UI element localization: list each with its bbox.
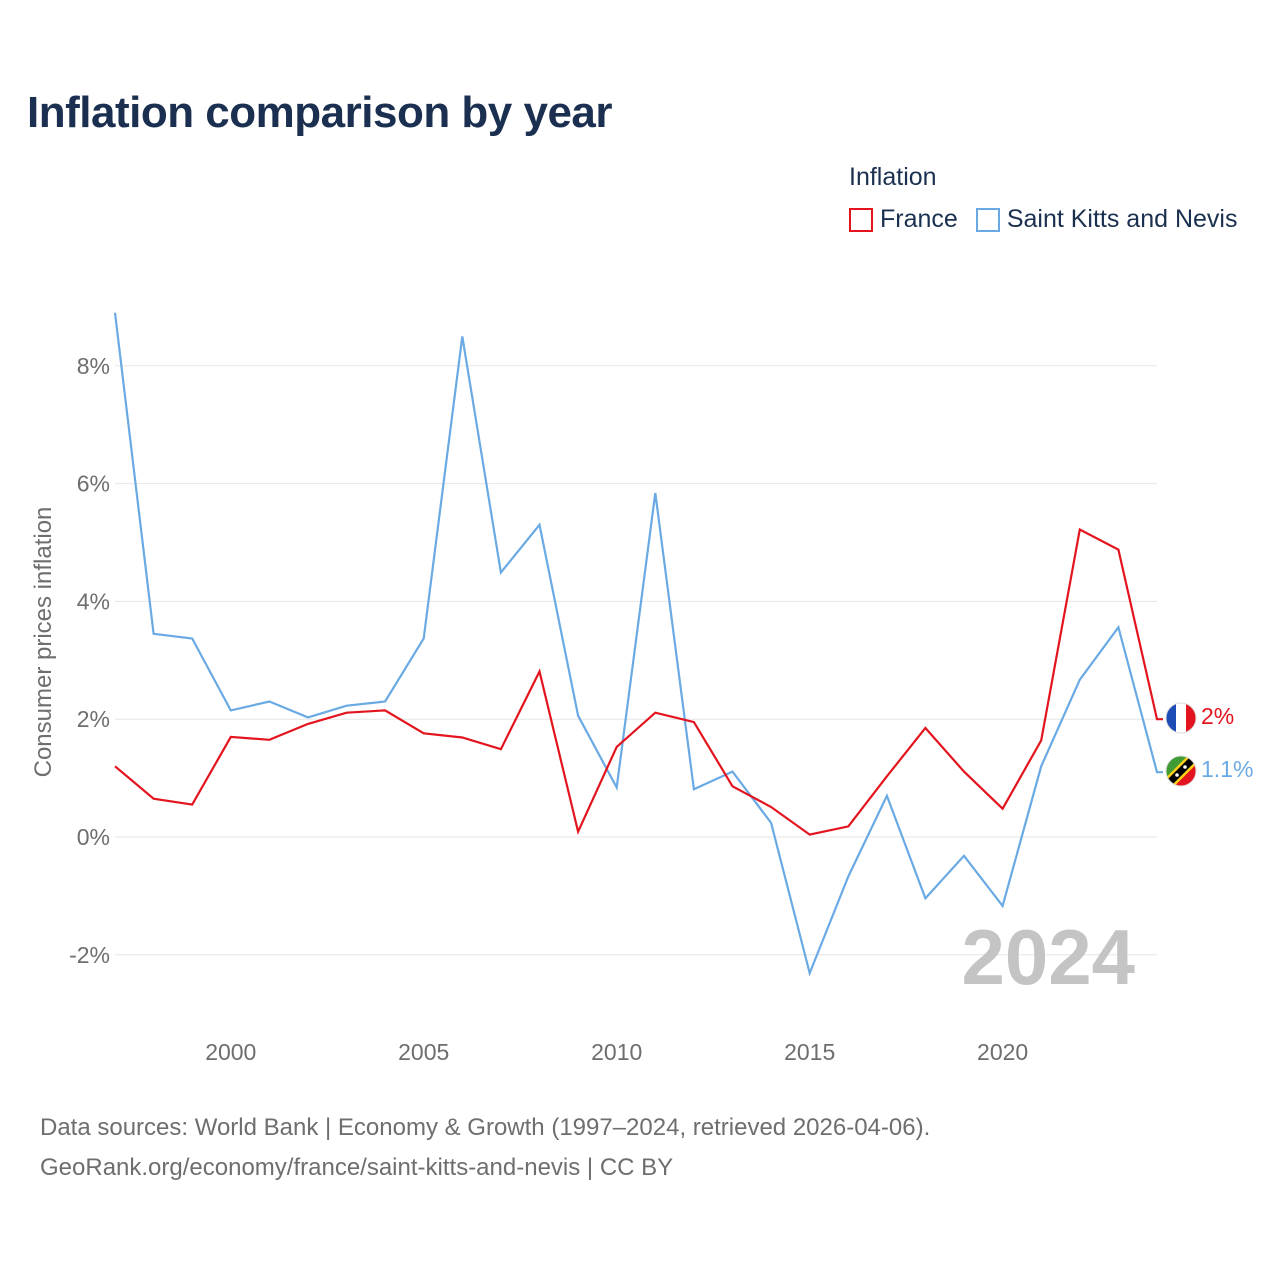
saint-kitts-and-nevis-end-label: 1.1% [1201, 756, 1253, 782]
france-end-label: 2% [1201, 703, 1234, 729]
legend-item-saint-kitts-and-nevis[interactable]: Saint Kitts and Nevis [975, 205, 1238, 234]
y-tick-label: 6% [77, 471, 110, 497]
y-axis-ticks: -2% 0% 2% 4% 6% 8% [69, 353, 110, 968]
legend-swatch-france [849, 207, 873, 232]
legend-title: Inflation [849, 163, 937, 191]
x-tick-label: 2000 [205, 1039, 256, 1065]
series-lines [113, 312, 1163, 977]
y-tick-label: 2% [77, 706, 110, 732]
footer-sources: Data sources: World Bank | Economy & Gro… [40, 1114, 931, 1141]
x-tick-label: 2015 [784, 1039, 835, 1065]
x-axis-ticks: 2000 2005 2010 2015 2020 [205, 1039, 1028, 1065]
chart-title: Inflation comparison by year [27, 88, 613, 137]
legend-label-saint-kitts-and-nevis: Saint Kitts and Nevis [1006, 205, 1238, 233]
y-axis-label: Consumer prices inflation [30, 507, 57, 778]
footer-url: GeoRank.org/economy/france/saint-kitts-a… [40, 1154, 674, 1181]
france-flag-icon [1166, 703, 1196, 733]
legend-swatch-saint-kitts-and-nevis [975, 207, 1000, 232]
y-tick-label: 8% [77, 353, 110, 379]
series-line-saint-kitts-and-nevis [113, 312, 1163, 977]
x-tick-label: 2020 [977, 1039, 1028, 1065]
y-tick-label: 0% [77, 824, 110, 850]
x-tick-label: 2005 [398, 1039, 449, 1065]
footer: Data sources: World Bank | Economy & Gro… [40, 1108, 930, 1188]
x-tick-label: 2010 [591, 1039, 642, 1065]
legend: France Saint Kitts and Nevis [849, 205, 1255, 234]
series-line-france [114, 527, 1163, 836]
grid-lines [115, 365, 1157, 956]
legend-label-france: France [880, 205, 958, 233]
highlight-year: 2024 [961, 913, 1135, 1001]
legend-item-france[interactable]: France [849, 205, 958, 234]
y-tick-label: -2% [69, 942, 110, 968]
saint-kitts-and-nevis-flag-icon [1166, 756, 1196, 786]
y-tick-label: 4% [77, 588, 110, 614]
